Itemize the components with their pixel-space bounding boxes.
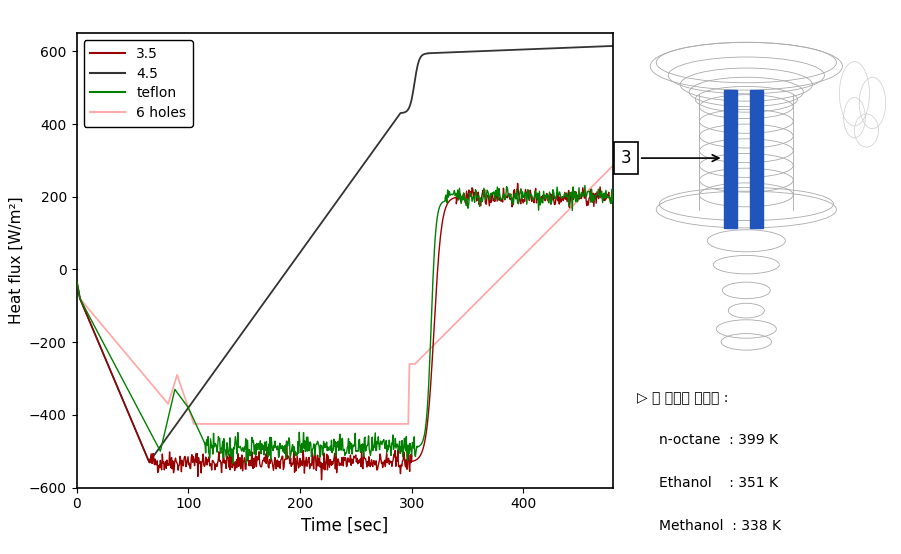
Y-axis label: Heat flux [W/m²]: Heat flux [W/m²]	[8, 197, 23, 324]
Bar	[724, 90, 737, 228]
Legend: 3.5, 4.5, teflon, 6 holes: 3.5, 4.5, teflon, 6 holes	[84, 40, 193, 127]
Text: 3: 3	[621, 149, 719, 167]
Text: Methanol  : 338 K: Methanol : 338 K	[659, 519, 780, 532]
X-axis label: Time [sec]: Time [sec]	[301, 517, 388, 535]
Text: ▷ 각 연료의 끊는점 :: ▷ 각 연료의 끊는점 :	[637, 391, 728, 405]
Bar	[750, 90, 763, 228]
Text: n-octane  : 399 K: n-octane : 399 K	[659, 433, 778, 448]
Text: Ethanol    : 351 K: Ethanol : 351 K	[659, 476, 778, 490]
